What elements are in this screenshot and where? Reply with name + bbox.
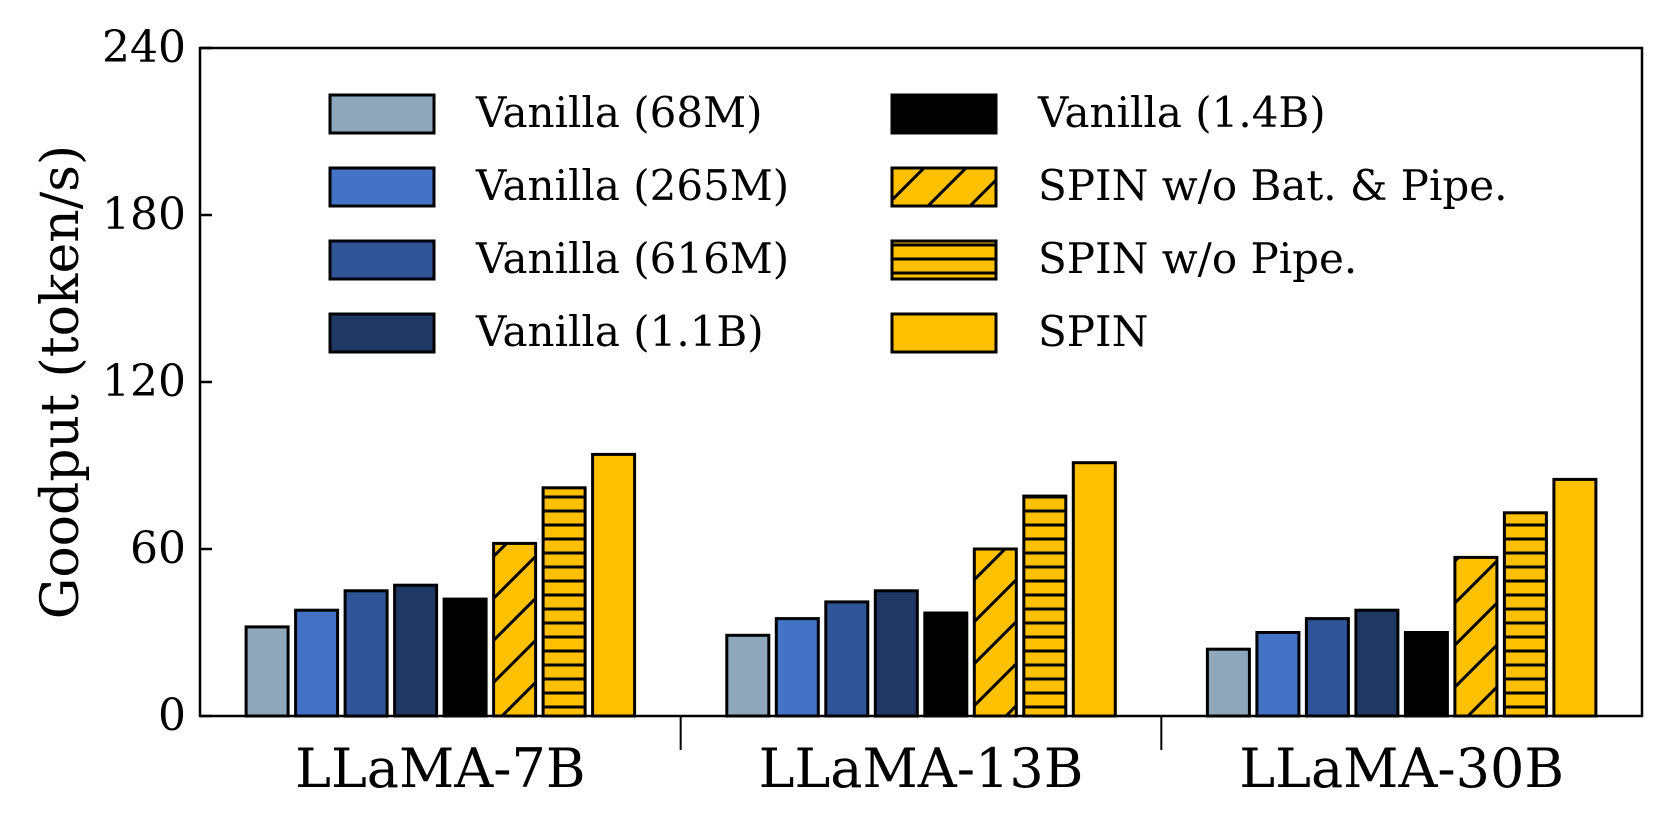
legend-label-vanilla-1-4b-: Vanilla (1.4B) bbox=[1037, 88, 1326, 137]
y-tick-label-180: 180 bbox=[102, 189, 186, 240]
bar-LLaMA-30B-vanilla-1-4b- bbox=[1403, 631, 1449, 718]
bar-LLaMA-30B-spin-w-o-pipe- bbox=[1502, 511, 1548, 718]
bar-LLaMA-7B-vanilla-68m- bbox=[244, 625, 290, 718]
legend-swatch-spin bbox=[890, 312, 998, 354]
legend-label-vanilla-68m-: Vanilla (68M) bbox=[475, 88, 762, 137]
legend-swatch-vanilla-68m- bbox=[328, 93, 436, 135]
legend-swatch-vanilla-265m- bbox=[328, 166, 436, 208]
x-tick-label-llama-13b: LLaMA-13B bbox=[759, 737, 1084, 800]
bar-LLaMA-7B-spin-w-o-pipe- bbox=[541, 486, 587, 718]
legend-label-vanilla-616m-: Vanilla (616M) bbox=[475, 234, 789, 283]
legend-swatch-vanilla-1-1b- bbox=[328, 312, 436, 354]
legend-label-vanilla-265m-: Vanilla (265M) bbox=[475, 161, 789, 210]
y-axis-label: Goodput (token/s) bbox=[31, 145, 91, 619]
bar-LLaMA-7B-spin-w-o-bat-pipe- bbox=[492, 541, 538, 718]
legend-label-spin-w-o-pipe-: SPIN w/o Pipe. bbox=[1038, 234, 1357, 283]
y-tick-label-120: 120 bbox=[102, 356, 186, 407]
bar-LLaMA-13B-vanilla-616m- bbox=[824, 600, 870, 718]
bar-LLaMA-7B-vanilla-616m- bbox=[343, 589, 389, 718]
bar-LLaMA-30B-vanilla-616m- bbox=[1304, 617, 1350, 718]
x-tick-label-llama-7b: LLaMA-7B bbox=[295, 737, 586, 800]
legend-swatch-spin-w-o-bat-pipe- bbox=[890, 166, 998, 208]
y-tick-label-0: 0 bbox=[158, 690, 186, 741]
bar-LLaMA-30B-spin bbox=[1552, 477, 1598, 718]
legend-swatch-spin-w-o-pipe- bbox=[890, 239, 998, 281]
bar-LLaMA-7B-vanilla-265m- bbox=[294, 608, 340, 718]
bar-LLaMA-30B-vanilla-68m- bbox=[1205, 647, 1251, 718]
bar-LLaMA-7B-vanilla-1-4b- bbox=[442, 597, 488, 718]
bar-LLaMA-13B-spin-w-o-pipe- bbox=[1022, 494, 1068, 718]
legend-swatch-vanilla-1-4b- bbox=[890, 93, 998, 135]
bar-LLaMA-13B-spin bbox=[1071, 461, 1117, 718]
x-tick-label-llama-30b: LLaMA-30B bbox=[1239, 737, 1564, 800]
legend-label-spin: SPIN bbox=[1038, 307, 1148, 356]
bar-LLaMA-13B-vanilla-1-4b- bbox=[923, 611, 969, 718]
y-tick-label-60: 60 bbox=[130, 523, 186, 574]
legend-swatch-vanilla-616m- bbox=[328, 239, 436, 281]
bar-LLaMA-13B-spin-w-o-bat-pipe- bbox=[972, 547, 1018, 718]
bar-LLaMA-30B-vanilla-1-1b- bbox=[1354, 608, 1400, 718]
bar-LLaMA-7B-vanilla-1-1b- bbox=[393, 583, 439, 718]
bar-LLaMA-30B-vanilla-265m- bbox=[1255, 631, 1301, 718]
legend-label-vanilla-1-1b-: Vanilla (1.1B) bbox=[475, 307, 764, 356]
y-tick-label-240: 240 bbox=[102, 22, 186, 73]
bar-LLaMA-7B-spin bbox=[591, 452, 637, 718]
legend-label-spin-w-o-bat-pipe-: SPIN w/o Bat. & Pipe. bbox=[1038, 161, 1507, 210]
bar-LLaMA-13B-vanilla-265m- bbox=[774, 617, 820, 718]
bar-LLaMA-13B-vanilla-1-1b- bbox=[873, 589, 919, 718]
bar-LLaMA-30B-spin-w-o-bat-pipe- bbox=[1453, 555, 1499, 718]
bar-LLaMA-13B-vanilla-68m- bbox=[725, 633, 771, 718]
